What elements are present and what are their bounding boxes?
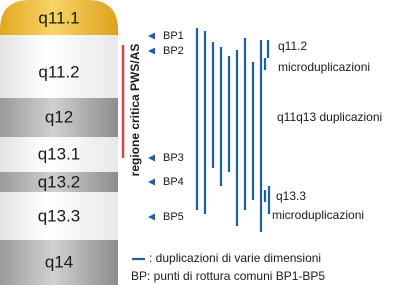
arrow: [148, 33, 155, 40]
legend-entry: : duplicazioni di varie dimensioni: [149, 251, 321, 265]
bp-label: BP1: [163, 30, 184, 42]
band-label: q13.3: [38, 206, 81, 225]
bp-label: BP5: [163, 211, 184, 223]
arrow: [148, 214, 155, 221]
chromosome: [0, 0, 118, 285]
annotation: q11.2: [278, 39, 307, 53]
band-label: q14: [45, 252, 73, 271]
band-label: q11.2: [38, 62, 79, 81]
band-label: q13.1: [38, 144, 81, 163]
bp-label: BP3: [163, 152, 184, 164]
breakpoints: BP1 BP2 BP3 BP4 BP5: [148, 30, 184, 223]
bp-label: BP4: [163, 176, 184, 188]
annotation: microduplicazioni: [278, 60, 370, 74]
legend-entry: BP: punti di rottura comuni BP1-BP5: [131, 269, 325, 283]
annotation: microduplicazioni: [272, 208, 364, 222]
critical-region-label: regione critica PWS/AS: [128, 44, 142, 177]
annotation: q11q13 duplicazioni: [277, 110, 382, 124]
arrow: [148, 48, 155, 55]
duplications: [197, 28, 269, 232]
annotation: q13.3: [276, 189, 306, 203]
bp-label: BP2: [163, 45, 184, 57]
arrow: [148, 155, 155, 162]
diagram: q11.1 q11.2 q12 q13.1 q13.2 q13.3 q14 re…: [0, 0, 403, 285]
band-label: q12: [45, 107, 73, 126]
band-label: q11.1: [38, 8, 79, 27]
band-label: q13.2: [38, 172, 81, 191]
arrow: [148, 179, 155, 186]
